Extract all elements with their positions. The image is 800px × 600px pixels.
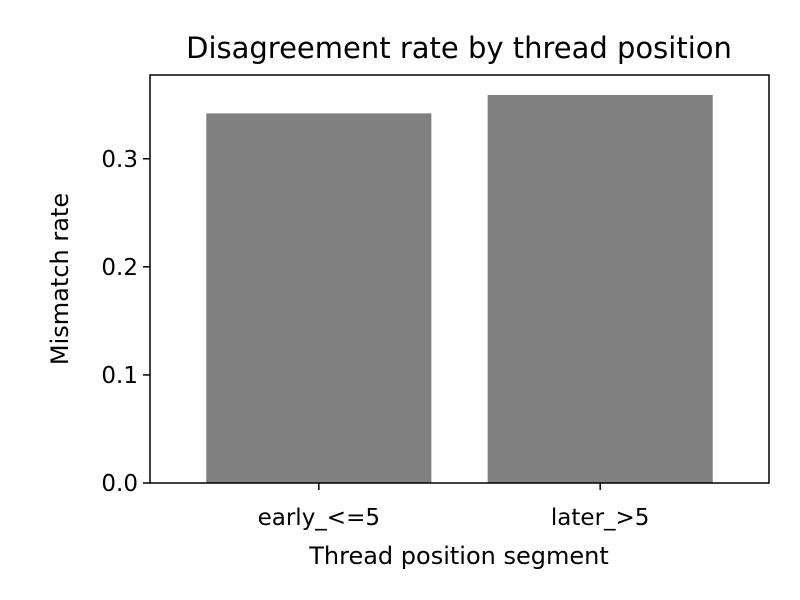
x-axis-label: Thread position segment	[308, 542, 609, 570]
bar-0	[206, 113, 432, 484]
x-axis-ticks: early_<=5 later_>5	[258, 483, 650, 531]
y-tick-label: 0.2	[101, 255, 138, 281]
y-tick-label: 0.3	[101, 147, 138, 173]
y-axis-ticks: 0.0 0.1 0.2 0.3	[101, 147, 150, 497]
bar-1	[487, 94, 713, 484]
y-axis-label: Mismatch rate	[46, 193, 74, 365]
y-tick-label: 0.1	[101, 363, 138, 389]
y-tick-label: 0.0	[101, 471, 138, 497]
x-tick-label: later_>5	[551, 505, 650, 531]
bar-group	[206, 94, 713, 484]
plot-area-frame	[149, 74, 770, 484]
chart-title: Disagreement rate by thread position	[186, 31, 732, 65]
x-tick-label: early_<=5	[258, 505, 380, 531]
